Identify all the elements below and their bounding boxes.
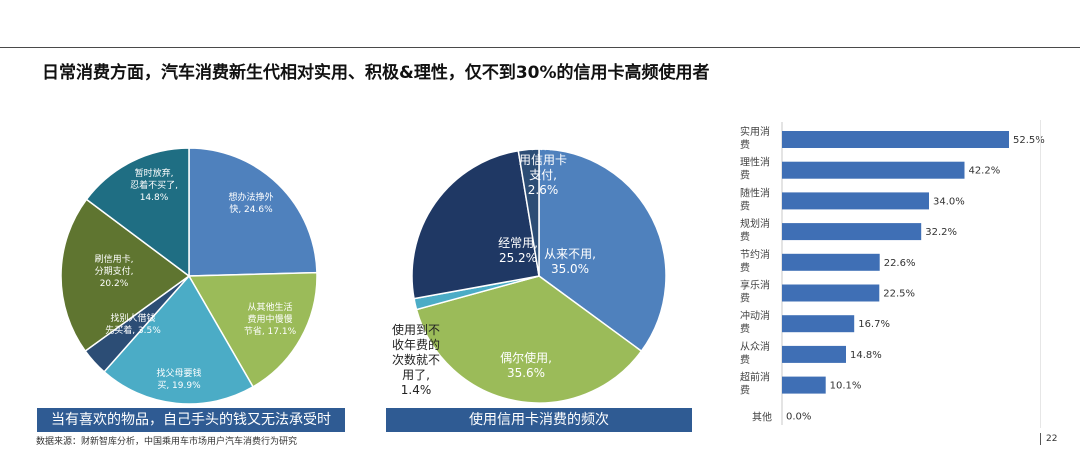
bar-value-label: 34.0% bbox=[933, 196, 965, 207]
bar-value-label: 22.6% bbox=[884, 258, 916, 269]
bar bbox=[782, 345, 846, 363]
pie-slice-label: 刷信用卡,分期支付, 20.2% bbox=[95, 253, 134, 289]
pie-slice-label: 暂时放弃,忍着不买了, 14.8% bbox=[130, 167, 178, 203]
pie-slice bbox=[517, 148, 540, 277]
pie-slice bbox=[85, 147, 190, 278]
pie-slice bbox=[187, 271, 318, 388]
bar-category-label: 从众消费 bbox=[740, 340, 770, 366]
caption-middle: 使用信用卡消费的频次 bbox=[386, 408, 692, 432]
bar-category-label: 冲动消费 bbox=[740, 309, 770, 335]
page-number: 22 bbox=[1046, 434, 1058, 444]
bar bbox=[782, 315, 855, 333]
bar bbox=[782, 253, 880, 271]
bar bbox=[782, 376, 826, 394]
bar-chart-right: 52.5% 实用消费 42.2% 理性消费 34.0% 随性消费 32.2% 规划消费 22.6… bbox=[740, 122, 1045, 425]
pie-slice bbox=[415, 275, 643, 404]
bar-value-label: 42.2% bbox=[968, 166, 1000, 177]
bar-value-label: 52.5% bbox=[1013, 135, 1045, 146]
bar-category-label: 理性消费 bbox=[740, 156, 770, 182]
source-note: 数据来源：财新智库分析，中国乘用车市场用户汽车消费行为研究 bbox=[36, 437, 298, 447]
pie-chart-middle: 从来不用, 35.0% 偶尔使用, 35.6% 使用到不收年费的次数就不用了, 1.4% 经… bbox=[392, 138, 667, 404]
bar-category-label: 超前消费 bbox=[740, 371, 770, 397]
pie-slice-label: 使用到不收年费的次数就不用了, 1.4% bbox=[392, 322, 440, 397]
header-rule bbox=[0, 47, 1080, 48]
bar-value-label: 0.0% bbox=[786, 411, 811, 422]
bar-category-label: 节约消费 bbox=[740, 248, 770, 274]
pie-slice-label: 经常用, 25.2% bbox=[498, 236, 538, 265]
pie-slice bbox=[538, 148, 667, 353]
bar bbox=[782, 131, 1009, 148]
bar bbox=[782, 284, 880, 302]
pie-slice-label: 从来不用, 35.0% bbox=[544, 247, 596, 276]
caption-left: 当有喜欢的物品，自己手头的钱又无法承受时 bbox=[37, 408, 345, 432]
bar-category-label: 随性消费 bbox=[740, 186, 770, 212]
bar-category-label: 规划消费 bbox=[740, 217, 770, 243]
bar-category-label: 实用消费 bbox=[740, 125, 770, 151]
page-title: 日常消费方面，汽车消费新生代相对实用、积极&理性，仅不到30%的信用卡高频使用者 bbox=[42, 63, 710, 83]
pie-slice bbox=[60, 198, 191, 353]
pie-slice bbox=[188, 147, 318, 277]
bar bbox=[782, 223, 922, 241]
right-divider bbox=[1040, 120, 1041, 428]
pie-slice-label: 消费都是用信用卡支付, 2.6% bbox=[519, 138, 567, 197]
pie-slice-label: 从其他生活费用中慢慢节省, 17.1% bbox=[244, 301, 297, 337]
bar-value-label: 10.1% bbox=[830, 381, 862, 392]
bar-value-label: 22.5% bbox=[883, 289, 915, 300]
pie-chart-left: 想办法挣外快, 24.6% 从其他生活费用中慢慢节省, 17.1% 找父母要钱买, … bbox=[60, 147, 318, 405]
pie-slice bbox=[411, 149, 540, 300]
page-number-bar bbox=[1040, 433, 1041, 445]
bar-category-label: 其他 bbox=[752, 410, 772, 423]
bar-value-label: 32.2% bbox=[925, 227, 957, 238]
pie-slice-label: 找父母要钱买, 19.9% bbox=[156, 367, 201, 391]
pie-slice-label: 找别人借钱先买着, 3.5% bbox=[105, 312, 161, 336]
bar-category-label: 享乐消费 bbox=[740, 279, 770, 305]
bar-value-label: 16.7% bbox=[858, 319, 890, 330]
pie-slice bbox=[103, 274, 255, 405]
bar bbox=[782, 192, 929, 210]
pie-slice-label: 偶尔使用, 35.6% bbox=[500, 350, 552, 380]
pie-slice-label: 想办法挣外快, 24.6% bbox=[228, 191, 273, 215]
bar-value-label: 14.8% bbox=[850, 350, 882, 361]
bar bbox=[782, 161, 965, 179]
